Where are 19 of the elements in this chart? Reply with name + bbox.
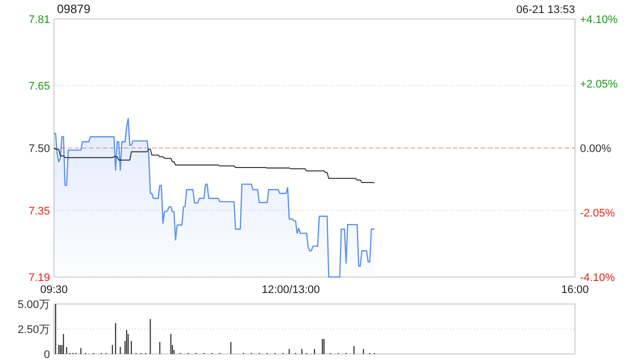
y2-tick-label: -4.10% xyxy=(580,272,616,284)
y-tick-label: 5.00万 xyxy=(18,299,50,311)
chart-title: 09879 xyxy=(57,2,91,16)
x-tick-label: 09:30 xyxy=(40,284,68,296)
y2-tick-label: +4.10% xyxy=(580,14,618,26)
y-tick-label: 7.19 xyxy=(28,272,50,284)
y-tick-label: 2.50万 xyxy=(18,324,50,336)
y2-tick-label: 0.00% xyxy=(580,143,612,155)
line-series xyxy=(54,148,375,184)
y-tick-label: 7.35 xyxy=(28,205,50,218)
y-tick-label: 0 xyxy=(44,349,50,360)
y-tick-label: 7.65 xyxy=(28,80,50,93)
x-tick-label: 16:00 xyxy=(561,284,589,296)
x-tick-label: 12:00/13:00 xyxy=(262,284,320,296)
y2-tick-label: +2.05% xyxy=(580,78,618,90)
y-tick-label: 7.81 xyxy=(28,14,50,26)
y-tick-label: 7.50 xyxy=(28,143,50,155)
y2-tick-label: -2.05% xyxy=(580,208,616,220)
text: 06-21 13:53 xyxy=(516,4,575,16)
